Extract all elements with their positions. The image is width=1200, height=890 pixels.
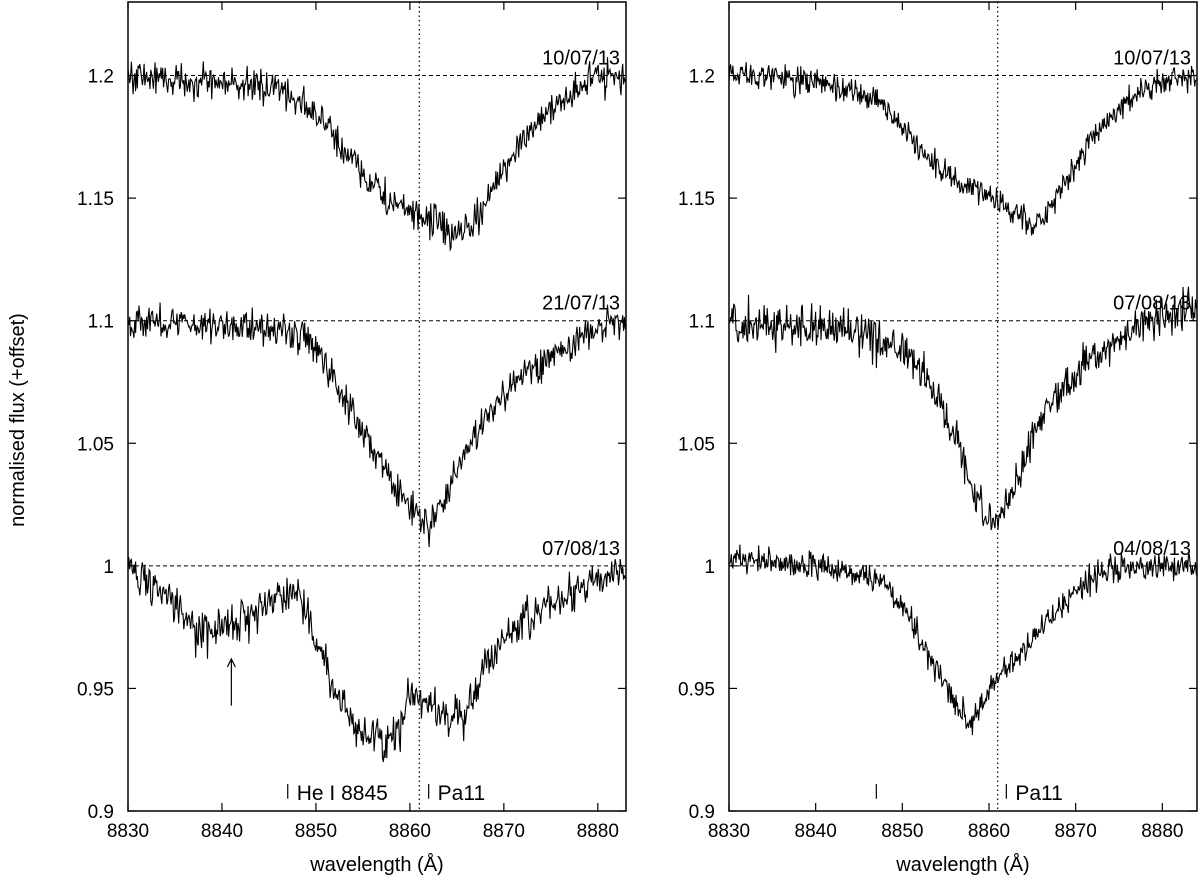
y-tick-label: 1.05 — [678, 434, 715, 455]
spectrum-date-label: 07/08/13 — [542, 538, 620, 560]
spectrum-line — [127, 557, 626, 763]
y-tick-label: 1.15 — [678, 189, 715, 210]
spectrum-line — [728, 544, 1198, 736]
y-tick-label: 1 — [704, 557, 715, 578]
y-axis-label: normalised flux (+offset) — [7, 313, 29, 527]
y-tick-label: 0.9 — [689, 802, 715, 823]
spectrum-date-label: 10/07/13 — [542, 48, 620, 70]
spectrum-date-label: 07/08/13 — [1113, 293, 1191, 315]
spectrum-date-label: 21/07/13 — [542, 293, 620, 315]
x-tick-label: 8860 — [389, 821, 431, 842]
y-tick-label: 1.05 — [77, 434, 114, 455]
y-tick-label: 1 — [103, 557, 114, 578]
x-tick-label: 8850 — [295, 821, 337, 842]
x-tick-label: 8860 — [968, 821, 1010, 842]
x-tick-label: 8830 — [708, 821, 750, 842]
line-marker-label: He I 8845 — [297, 782, 388, 805]
spectrum-date-label: 10/07/13 — [1113, 48, 1191, 70]
x-tick-label: 8870 — [483, 821, 525, 842]
y-tick-label: 1.15 — [77, 189, 114, 210]
spectrum-line — [127, 302, 626, 548]
plot-frame — [728, 1, 1198, 812]
line-marker-label: Pa11 — [1015, 782, 1062, 805]
arrow-head — [226, 657, 236, 668]
spectrum-date-label: 04/08/13 — [1113, 538, 1191, 560]
y-tick-label: 1.2 — [88, 67, 114, 88]
y-tick-label: 0.95 — [77, 679, 114, 700]
y-tick-label: 1.1 — [689, 312, 715, 333]
y-tick-label: 1.1 — [88, 312, 114, 333]
line-marker-label: Pa11 — [438, 782, 486, 805]
x-tick-label: 8850 — [881, 821, 923, 842]
left-panel: 10/07/13 21/07/13 07/08/13 He I 8845 Pa11 883… — [77, 1, 627, 876]
x-tick-label: 8840 — [201, 821, 243, 842]
x-axis-label: wavelength (Å) — [309, 853, 443, 876]
x-tick-label: 8880 — [1141, 821, 1183, 842]
x-tick-label: 8880 — [577, 821, 619, 842]
y-tick-label: 0.9 — [88, 802, 114, 823]
x-tick-label: 8870 — [1055, 821, 1097, 842]
spectrum-line — [127, 57, 626, 252]
spectrum-line — [728, 62, 1198, 236]
x-tick-label: 8830 — [107, 821, 149, 842]
y-tick-label: 1.2 — [689, 67, 715, 88]
x-axis-label: wavelength (Å) — [895, 853, 1029, 876]
spectrum-line — [728, 286, 1198, 531]
right-panel: 10/07/13 07/08/13 04/08/13 Pa11 8830 8840 8850… — [678, 1, 1198, 876]
plot-frame — [127, 1, 627, 812]
x-tick-label: 8840 — [795, 821, 837, 842]
y-tick-label: 0.95 — [678, 679, 715, 700]
